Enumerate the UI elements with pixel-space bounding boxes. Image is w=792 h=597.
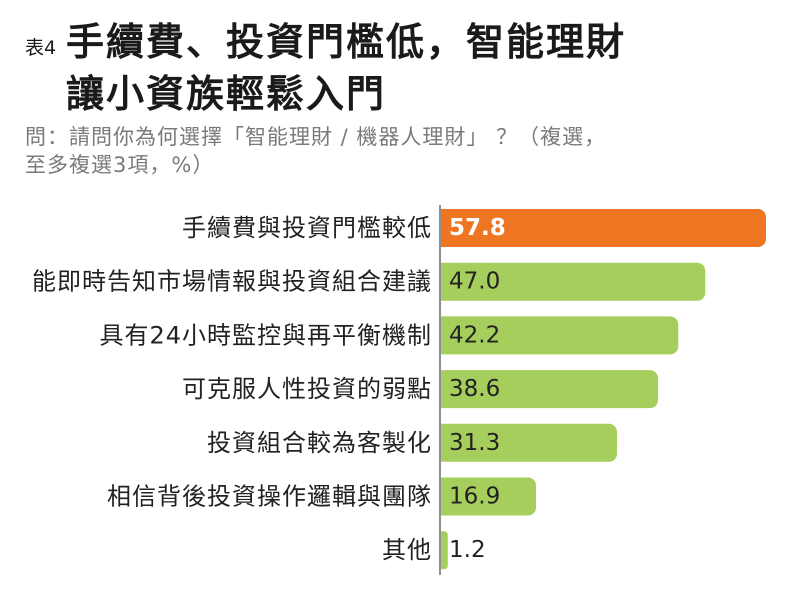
category-label: 可克服人性投資的弱點 (182, 375, 432, 403)
category-label: 相信背後投資操作邏輯與團隊 (107, 483, 432, 511)
chart-title-line-1: 手續費、投資門檻低，智能理財 (66, 20, 627, 64)
category-label: 具有24小時監控與再平衡機制 (99, 321, 432, 349)
value-label: 31.3 (449, 430, 500, 456)
value-label: 47.0 (449, 269, 500, 295)
bar (441, 316, 679, 355)
value-label: 57.8 (449, 215, 506, 241)
survey-question-line-2: 至多複選3項，%） (25, 153, 215, 177)
value-label: 16.9 (449, 484, 500, 510)
bar (441, 423, 617, 462)
bar-highlighted (441, 209, 766, 247)
bar (441, 531, 448, 570)
value-label: 38.6 (449, 376, 500, 402)
category-label: 能即時告知市場情報與投資組合建議 (32, 268, 432, 296)
bars-group: 手續費與投資門檻較低 57.8 能即時告知市場情報與投資組合建議 47.0 具有24小時… (32, 209, 766, 570)
value-label: 1.2 (449, 537, 486, 563)
table-label: 表4 (25, 37, 57, 59)
bar (441, 262, 706, 301)
category-label: 投資組合較為客製化 (207, 429, 432, 457)
category-label: 手續費與投資門檻較低 (182, 214, 432, 242)
category-label: 其他 (382, 536, 432, 564)
bar (441, 370, 659, 409)
value-label: 42.2 (449, 322, 500, 348)
bar (441, 477, 537, 516)
survey-question-line-1: 問：請問你為何選擇「智能理財 / 機器人理財」 ？（複選， (25, 125, 607, 149)
chart-title-line-2: 讓小資族輕鬆入門 (66, 72, 387, 116)
